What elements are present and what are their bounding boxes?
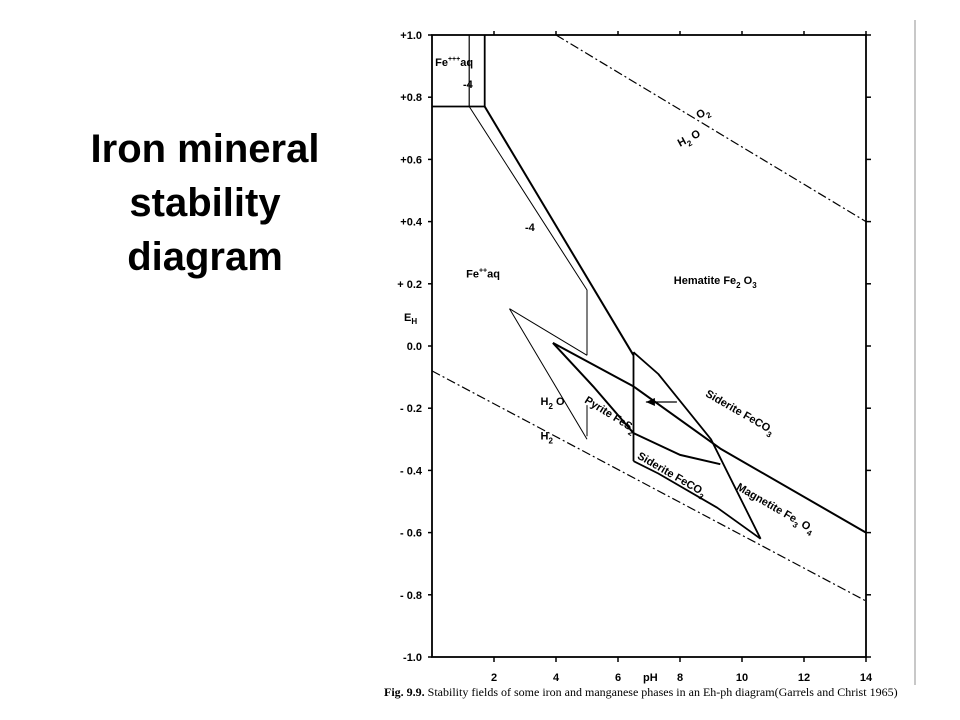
page-edge-rule xyxy=(914,20,916,685)
boundary-hematite-siderite-upper xyxy=(632,351,762,540)
y-tick-label: +0.6 xyxy=(400,154,422,166)
y-tick-label: +0.4 xyxy=(400,217,423,229)
y-tick-label: +1.0 xyxy=(400,30,422,42)
region-label-3: O2 xyxy=(694,105,713,125)
y-tick-label: - 0.8 xyxy=(400,590,422,602)
region-label-0: Fe+++aq xyxy=(435,56,473,69)
x-tick-label: 8 xyxy=(677,672,683,684)
y-tick-label: -1.0 xyxy=(403,652,422,664)
x-tick-label: 6 xyxy=(615,672,621,684)
region-label-7: H2 O xyxy=(541,396,565,411)
region-labels: Fe+++aq -4 -4 O2 H2 O Fe++aq Hematite Fe2 O3 H2… xyxy=(435,56,814,538)
title-line-1: Iron mineral xyxy=(90,127,320,171)
region-label-4: H2 O xyxy=(676,128,705,153)
x-tick-label: 2 xyxy=(491,672,497,684)
y-tick-label: - 0.4 xyxy=(400,465,423,477)
caption-text: Stability fields of some iron and mangan… xyxy=(427,685,898,699)
water-stability-lines xyxy=(431,34,867,602)
boundary-fe2-hematite-thin xyxy=(468,106,588,356)
region-label-10: Siderite FeCO3 xyxy=(702,388,777,440)
x-tick-label: 10 xyxy=(736,672,748,684)
dashed-line-h2o-h2 xyxy=(431,370,867,602)
slide-title: Iron mineral stability diagram xyxy=(40,122,370,284)
x-tick-label: 12 xyxy=(798,672,810,684)
region-label-5: Fe++aq xyxy=(466,268,500,281)
y-tick-label: +0.8 xyxy=(400,92,422,104)
y-tick-label: 0.0 xyxy=(407,341,422,353)
x-tick-label: 4 xyxy=(553,672,560,684)
y-axis-label: EH xyxy=(404,312,417,326)
boundary-pyrite-upper xyxy=(552,342,867,534)
caption-fig-number: Fig. 9.9. xyxy=(384,685,425,699)
region-label-9: Pyrite FeS2 xyxy=(581,394,639,438)
y-tick-label: - 0.6 xyxy=(400,528,422,540)
title-line-2: stability xyxy=(129,181,281,225)
x-tick-label: 14 xyxy=(860,672,873,684)
ticks-and-labels: +1.0 +0.8 +0.6 +0.4 + 0.2 0.0 - 0.2 - 0.4 - 0.6 -… xyxy=(397,30,873,684)
region-label-8: H2 xyxy=(541,430,554,445)
figure-caption: Fig. 9.9. Stability fields of some iron … xyxy=(384,686,924,699)
boundary-siderite-magnetite xyxy=(633,460,762,540)
phase-boundaries xyxy=(432,35,867,540)
boundary-fe2-hematite-main xyxy=(483,105,635,356)
region-label-1: -4 xyxy=(463,79,474,91)
title-line-3: diagram xyxy=(127,235,283,279)
boundary-pyrite-lower xyxy=(552,342,721,466)
region-label-2: -4 xyxy=(525,222,536,234)
y-tick-label: + 0.2 xyxy=(397,279,422,291)
y-tick-label: - 0.2 xyxy=(400,403,422,415)
x-axis-label: pH xyxy=(643,672,658,684)
pointer-arrow-head xyxy=(645,397,655,406)
boundary-thin-small-wedge-b xyxy=(509,308,588,440)
boundary-thin-small-wedge-a xyxy=(509,308,588,356)
plot-frame xyxy=(431,34,867,658)
region-label-6: Hematite Fe2 O3 xyxy=(674,275,757,290)
dashed-line-o2-h2o xyxy=(555,34,867,223)
